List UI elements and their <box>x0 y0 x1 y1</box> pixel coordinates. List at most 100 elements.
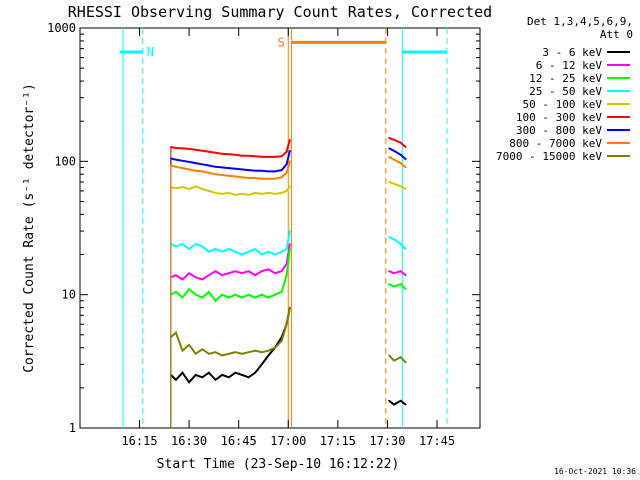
series-point <box>404 146 407 148</box>
x-tick-label: 16:30 <box>171 434 207 448</box>
series-point <box>260 169 263 172</box>
chart-title: RHESSI Observing Summary Count Rates, Co… <box>68 3 492 21</box>
series-point <box>404 188 407 190</box>
series-point <box>201 188 204 190</box>
legend-entry-label: 7000 - 15000 keV <box>496 150 602 163</box>
series-point <box>393 149 395 152</box>
series-point <box>247 169 250 171</box>
series-point <box>254 274 257 277</box>
series-point <box>208 150 210 153</box>
series-point <box>393 359 395 362</box>
series-point <box>234 167 237 170</box>
series-point <box>201 170 204 173</box>
legend-entry-label: 300 - 800 keV <box>516 124 602 137</box>
series-point <box>280 169 283 171</box>
series-point <box>289 306 291 309</box>
series-point <box>289 248 291 250</box>
series-point <box>388 155 390 158</box>
series-point <box>393 238 395 241</box>
series-point <box>388 147 390 150</box>
y-axis-ticks: 1 10 100 1000 <box>47 21 480 435</box>
series-point <box>399 283 402 286</box>
series-point <box>241 296 243 299</box>
series-point <box>188 381 190 384</box>
series-point <box>260 293 263 296</box>
series-point <box>254 371 257 374</box>
series-point <box>214 248 217 250</box>
series-point <box>289 149 291 152</box>
series-point <box>247 177 250 179</box>
series-point <box>201 296 204 299</box>
series-point <box>188 272 190 275</box>
legend-entry-label: 50 - 100 keV <box>523 98 603 111</box>
series-point <box>214 299 217 302</box>
x-tick-label: 16:15 <box>121 434 157 448</box>
series-point <box>188 168 190 171</box>
series-point <box>227 174 230 177</box>
timestamp: 16-Oct-2021 10:36 <box>554 467 636 476</box>
x-axis-label: Start Time (23-Sep-10 16:12:22) <box>157 457 400 472</box>
series-point <box>399 141 402 144</box>
series-point <box>267 191 270 194</box>
series-point <box>214 351 217 354</box>
y-tick-label: 100 <box>54 154 76 168</box>
series-point <box>181 296 184 299</box>
series-line <box>170 248 291 303</box>
series-point <box>221 250 224 253</box>
series-point <box>404 248 407 250</box>
series-point <box>388 399 390 402</box>
series-8 <box>170 306 407 428</box>
series-point <box>254 248 257 250</box>
series-point <box>399 185 402 188</box>
x-tick-label: 17:15 <box>320 434 356 448</box>
legend-entry-label: 25 - 50 keV <box>529 85 602 98</box>
series-point <box>234 250 237 253</box>
series-line <box>388 147 407 160</box>
series-point <box>194 162 197 164</box>
series-point <box>227 296 230 299</box>
series-point <box>181 371 184 374</box>
series-point <box>289 230 291 232</box>
series-point <box>285 171 288 174</box>
series-point <box>201 278 204 281</box>
y-tick-label: 1000 <box>47 21 76 35</box>
series-point <box>181 186 184 189</box>
series-point <box>208 164 210 167</box>
series-point <box>208 250 210 253</box>
series-point <box>241 192 243 195</box>
series-point <box>254 191 257 194</box>
series-point <box>194 185 197 188</box>
series-point <box>274 170 276 173</box>
series-point <box>234 293 237 296</box>
series-point <box>214 191 217 194</box>
series-point <box>267 296 270 299</box>
series-line <box>388 399 407 406</box>
series-point <box>404 166 407 169</box>
series-point <box>201 348 204 351</box>
series-line <box>170 185 291 196</box>
series-point <box>393 158 395 161</box>
series-point <box>241 168 243 171</box>
series-point <box>260 177 263 180</box>
series-point <box>393 272 395 275</box>
series-point <box>208 190 210 192</box>
series-point <box>285 190 288 192</box>
series-point <box>285 150 288 153</box>
series-point <box>234 175 237 178</box>
x-axis-ticks: 16:15 16:30 16:45 17:00 17:15 17:30 17:45 <box>121 28 455 448</box>
legend-title-line-2: Att 0 <box>600 28 633 41</box>
series-point <box>399 270 402 273</box>
series-point <box>241 176 243 179</box>
series-line <box>388 181 407 190</box>
series-point <box>280 155 283 158</box>
series-point <box>289 185 291 188</box>
series-point <box>227 376 230 379</box>
series-point <box>260 155 263 158</box>
series-point <box>285 274 288 277</box>
series-point <box>214 173 217 176</box>
y-tick-label: 10 <box>62 288 76 302</box>
saa-label: S <box>278 35 285 49</box>
series-point <box>267 349 270 352</box>
series-point <box>289 160 291 163</box>
series-point <box>174 187 177 189</box>
